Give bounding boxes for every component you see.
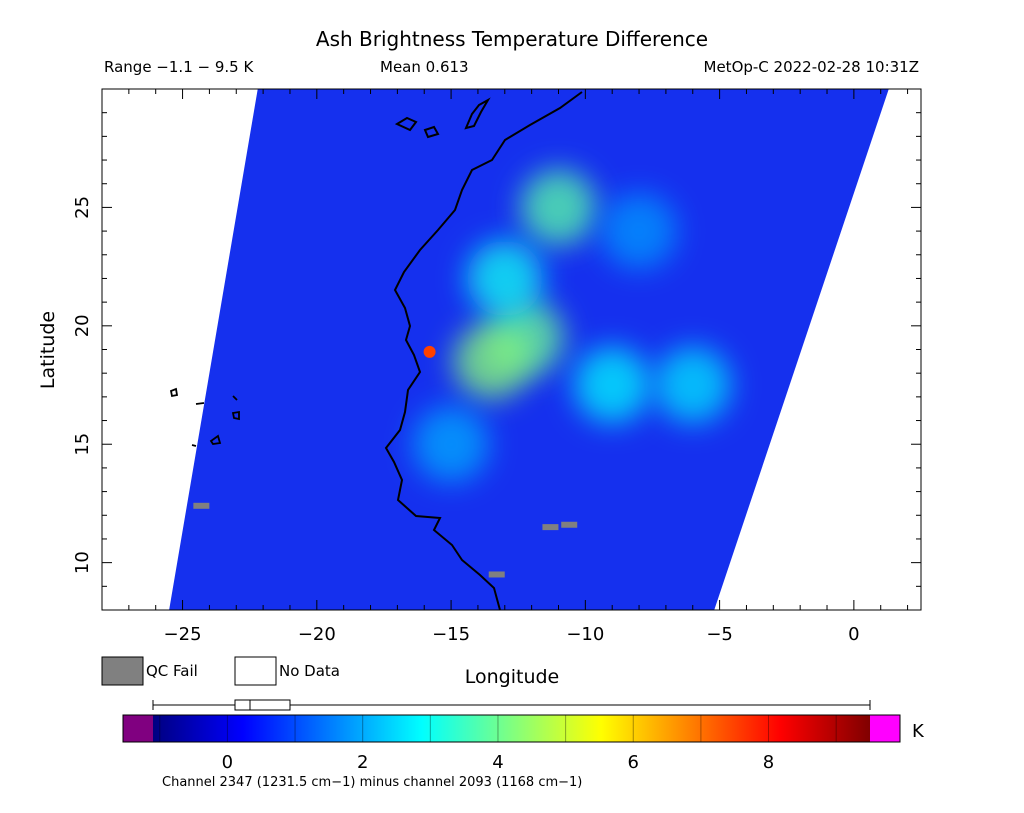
mean-text: Mean 0.613 xyxy=(380,58,469,76)
ash-region xyxy=(574,347,651,424)
x-tick-label: −10 xyxy=(566,624,604,645)
qc-fail-points xyxy=(193,502,578,578)
y-tick-label: 20 xyxy=(72,314,93,337)
ash-region xyxy=(466,240,543,317)
ash-region xyxy=(423,345,436,358)
plot-area xyxy=(169,89,889,610)
island xyxy=(191,444,197,447)
colorbar-under xyxy=(123,715,153,742)
no-data-swatch xyxy=(234,656,277,686)
x-tick-label: −5 xyxy=(706,624,733,645)
y-tick-label: 15 xyxy=(72,433,93,456)
qc-fail-point xyxy=(488,571,505,578)
qc-fail-label: QC Fail xyxy=(146,662,198,680)
colorbar-caption: Channel 2347 (1231.5 cm−1) minus channel… xyxy=(162,775,582,790)
coastline xyxy=(384,91,583,610)
colorbar-over xyxy=(870,715,900,742)
island xyxy=(232,395,238,401)
qc-fail-point xyxy=(542,524,559,531)
x-tick-label: −25 xyxy=(164,624,202,645)
ash-regions xyxy=(413,169,731,483)
colorbar-tick-label: 8 xyxy=(763,752,774,773)
y-tick-label: 10 xyxy=(72,551,93,574)
colorbar-unit: K xyxy=(912,721,925,742)
colorbar-tick-label: 6 xyxy=(628,752,639,773)
chart-title: Ash Brightness Temperature Difference xyxy=(316,27,708,51)
island xyxy=(209,434,222,445)
island xyxy=(423,125,440,139)
x-tick-label: −20 xyxy=(298,624,336,645)
ash-region xyxy=(520,169,597,246)
colorbar-tick-label: 4 xyxy=(492,752,503,773)
colorbar-tick-label: 2 xyxy=(357,752,368,773)
x-tick-label: 0 xyxy=(848,624,859,645)
colorbar xyxy=(153,715,870,742)
no-data-label: No Data xyxy=(279,662,340,680)
qc-fail-swatch xyxy=(101,656,144,686)
island xyxy=(169,387,179,398)
island xyxy=(231,410,240,421)
qc-fail-point xyxy=(193,502,210,509)
island xyxy=(394,116,418,132)
satellite-text: MetOp-C 2022-02-28 10:31Z xyxy=(704,58,919,76)
y-axis-label: Latitude xyxy=(37,311,59,389)
island xyxy=(195,402,205,405)
ash-region xyxy=(601,193,678,270)
range-text: Range −1.1 − 9.5 K xyxy=(104,58,254,76)
distribution-boxplot xyxy=(152,699,871,711)
ash-region xyxy=(654,347,731,424)
qc-fail-point xyxy=(561,521,578,528)
y-tick-label: 25 xyxy=(72,196,93,219)
x-axis: −25 −20 −15 −10 −5 0 xyxy=(128,89,909,645)
ash-region xyxy=(413,406,490,483)
colorbar-ticks: 0 2 4 6 8 xyxy=(159,715,837,773)
x-axis-label: Longitude xyxy=(465,666,560,688)
colorbar-tick-label: 0 xyxy=(222,752,233,773)
colorbar-frame xyxy=(122,714,901,743)
island xyxy=(464,97,491,130)
x-tick-label: −15 xyxy=(432,624,470,645)
ash-region xyxy=(453,323,530,400)
y-axis: 10 15 20 25 xyxy=(72,112,921,587)
